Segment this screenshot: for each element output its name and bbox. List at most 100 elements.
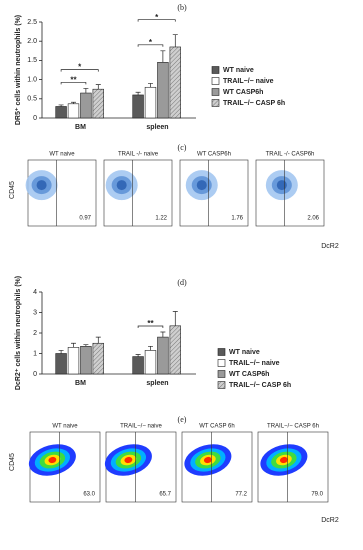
legend-label: TRAIL−/− naive (229, 360, 280, 367)
panel-label: (b) (177, 3, 187, 12)
error-bar (147, 345, 153, 351)
legend-swatch (217, 370, 226, 378)
y-tick-label: 2.0 (27, 38, 37, 45)
density-contour (48, 456, 57, 464)
legend-label: TRAIL−/− CASP 6h (223, 100, 285, 107)
bar (144, 350, 157, 375)
significance-bracket (60, 82, 87, 85)
legend-label: TRAIL−/− naive (223, 78, 274, 85)
x-tick-label: spleen (146, 124, 168, 131)
y-axis-label: CD45 (9, 453, 16, 471)
x-axis-label: DcR2 (321, 517, 339, 524)
significance-label: * (155, 13, 159, 22)
significance-label: * (78, 63, 82, 72)
event-cloud (36, 180, 47, 191)
event-cloud (116, 180, 127, 191)
y-axis-label: CD45 (9, 181, 16, 199)
error-bar (83, 88, 89, 94)
error-bar (135, 91, 141, 95)
error-bar (172, 34, 178, 47)
bar (92, 342, 104, 375)
plot-title: WT naive (49, 152, 75, 158)
bar (157, 336, 169, 375)
y-axis-label: DR5⁺ cells within neutrophils (%) (15, 15, 22, 125)
bar (144, 86, 157, 119)
error-bar (58, 350, 64, 354)
bar (67, 347, 80, 375)
plot-title: WT naive (52, 424, 78, 430)
y-tick-label: 4 (33, 289, 37, 296)
bar (169, 325, 181, 375)
error-bar (95, 336, 101, 344)
panel-label: (c) (178, 143, 187, 152)
y-tick-label: 1.5 (27, 57, 37, 64)
significance-bracket (137, 44, 164, 47)
bar (67, 103, 80, 119)
bar (55, 353, 67, 375)
legend-swatch (217, 348, 226, 356)
error-bar (70, 342, 76, 348)
y-tick-label: 2 (33, 330, 37, 337)
legend-label: WT CASP6h (229, 371, 269, 378)
error-bar (70, 101, 76, 104)
plot-title: WT CASP 6h (199, 424, 234, 430)
y-tick-label: 2.5 (27, 19, 37, 26)
gate-value: 1.76 (231, 216, 243, 222)
error-bar (160, 331, 166, 338)
density-contour (279, 456, 288, 464)
y-axis-label: DcR2⁺ cells within neutrophils (%) (15, 276, 22, 390)
x-tick-label: BM (75, 380, 86, 387)
legend-swatch (217, 381, 226, 389)
bar (157, 62, 169, 119)
plot-title: WT CASP6h (197, 152, 231, 158)
error-bar (160, 50, 166, 63)
error-bar (147, 83, 153, 88)
y-tick-label: 0.5 (27, 96, 37, 103)
bar (169, 46, 181, 119)
error-bar (135, 354, 141, 357)
gate-value: 65.7 (159, 492, 171, 498)
y-tick-label: 0 (33, 371, 37, 378)
legend-label: TRAIL−/− CASP 6h (229, 382, 291, 389)
bar (55, 106, 67, 119)
gate-value: 79.0 (311, 492, 323, 498)
density-contour (124, 456, 133, 464)
legend-swatch (217, 359, 226, 367)
legend-label: WT naive (223, 67, 254, 74)
y-tick-label: 1.0 (27, 76, 37, 83)
legend-swatch (211, 99, 220, 107)
density-contour (203, 456, 212, 464)
plot-title: TRAIL−/− CASP 6h (267, 424, 319, 430)
x-tick-label: BM (75, 124, 86, 131)
plot-title: TRAIL -/- CASP6h (266, 152, 315, 158)
bar (132, 356, 144, 375)
significance-bracket (137, 19, 176, 22)
event-cloud (196, 180, 207, 191)
significance-bracket (137, 325, 164, 328)
y-tick-label: 3 (33, 309, 37, 316)
legend-swatch (211, 66, 220, 74)
gate-value: 2.06 (307, 216, 319, 222)
error-bar (172, 311, 178, 326)
bar (80, 92, 92, 119)
significance-bracket (60, 69, 99, 72)
legend-label: WT naive (229, 349, 260, 356)
error-bar (95, 84, 101, 90)
gate-value: 1.22 (155, 216, 167, 222)
gate-value: 0.97 (79, 216, 91, 222)
y-tick-label: 0 (33, 115, 37, 122)
bar (132, 94, 144, 119)
error-bar (83, 344, 89, 347)
gate-value: 77.2 (235, 492, 247, 498)
significance-label: ** (70, 76, 77, 85)
plot-title: TRAIL -/- naive (118, 152, 159, 158)
x-axis-label: DcR2 (321, 243, 339, 250)
plot-title: TRAIL−/− naive (120, 424, 162, 430)
panel-label: (d) (177, 278, 187, 287)
y-tick-label: 1 (33, 350, 37, 357)
significance-label: * (149, 38, 153, 47)
gate-value: 63.0 (83, 492, 95, 498)
legend-swatch (211, 77, 220, 85)
bar (80, 346, 92, 375)
panel-label: (e) (178, 415, 187, 424)
